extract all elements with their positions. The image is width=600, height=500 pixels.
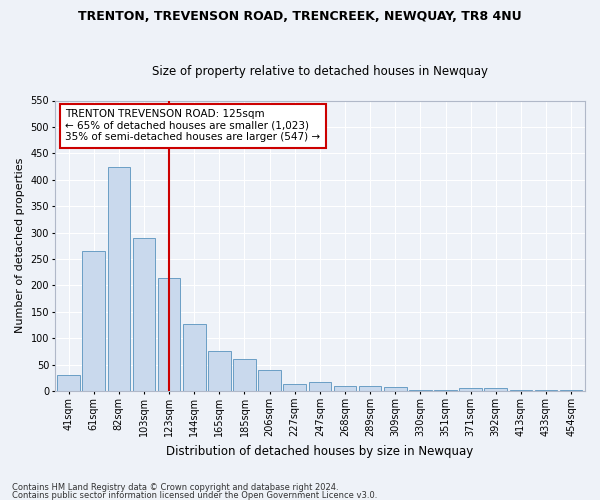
Bar xyxy=(434,390,457,391)
Bar xyxy=(359,386,382,391)
Bar xyxy=(484,388,507,391)
Y-axis label: Number of detached properties: Number of detached properties xyxy=(15,158,25,334)
Bar xyxy=(233,360,256,391)
Bar xyxy=(384,387,407,391)
Text: Contains public sector information licensed under the Open Government Licence v3: Contains public sector information licen… xyxy=(12,490,377,500)
Title: Size of property relative to detached houses in Newquay: Size of property relative to detached ho… xyxy=(152,66,488,78)
Bar xyxy=(258,370,281,391)
Bar xyxy=(509,390,532,391)
Bar xyxy=(57,376,80,391)
Bar xyxy=(334,386,356,391)
Bar xyxy=(133,238,155,391)
Text: Contains HM Land Registry data © Crown copyright and database right 2024.: Contains HM Land Registry data © Crown c… xyxy=(12,484,338,492)
Bar xyxy=(409,390,432,391)
Bar xyxy=(460,388,482,391)
Bar xyxy=(283,384,306,391)
Bar xyxy=(308,382,331,391)
X-axis label: Distribution of detached houses by size in Newquay: Distribution of detached houses by size … xyxy=(166,444,473,458)
Bar xyxy=(208,352,230,391)
Bar xyxy=(107,166,130,391)
Text: TRENTON, TREVENSON ROAD, TRENCREEK, NEWQUAY, TR8 4NU: TRENTON, TREVENSON ROAD, TRENCREEK, NEWQ… xyxy=(78,10,522,23)
Bar xyxy=(535,390,557,391)
Text: TRENTON TREVENSON ROAD: 125sqm
← 65% of detached houses are smaller (1,023)
35% : TRENTON TREVENSON ROAD: 125sqm ← 65% of … xyxy=(65,109,320,142)
Bar xyxy=(158,278,181,391)
Bar xyxy=(183,324,206,391)
Bar xyxy=(560,390,583,391)
Bar xyxy=(82,251,105,391)
